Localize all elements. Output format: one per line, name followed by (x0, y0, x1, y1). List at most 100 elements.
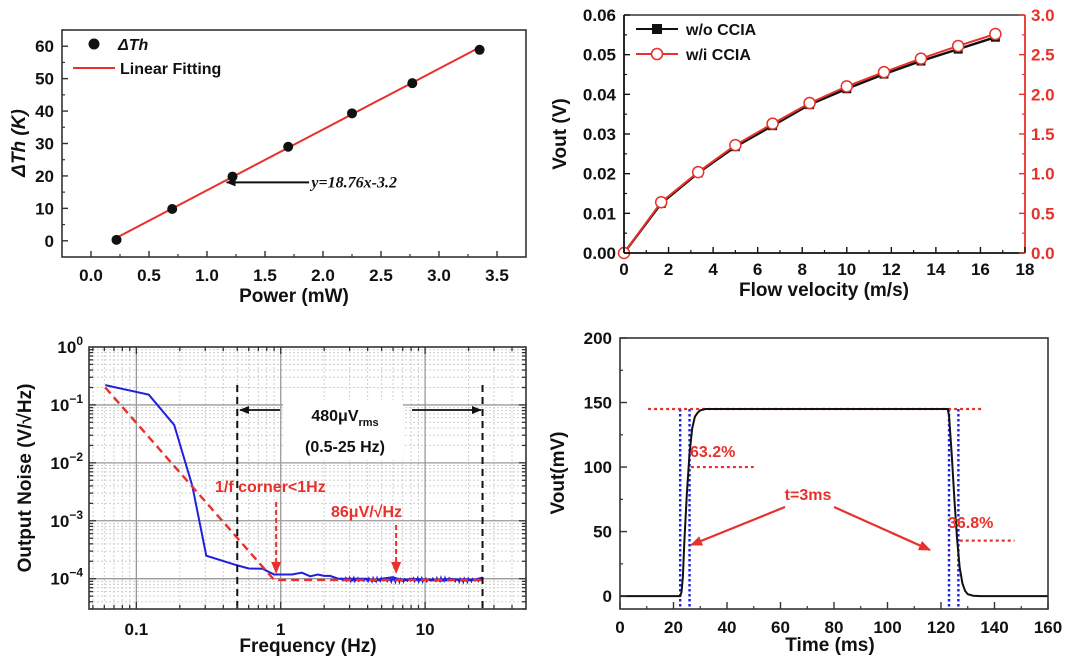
y-tick-label: 20 (35, 167, 54, 186)
y-tick-label: 10−2 (50, 450, 83, 473)
x-tick-label: 100 (873, 618, 901, 637)
x-tick-label: 80 (825, 618, 844, 637)
flow-y-axis-label: Vout (V) (550, 98, 571, 169)
legend-marker-wi-ccia (650, 47, 664, 61)
noise-x-axis-label: Frequency (Hz) (239, 636, 376, 657)
floor-annotation: 86μV/√Hz (331, 504, 402, 521)
y-tick-label: 0.06 (583, 6, 616, 25)
y-right-tick-label: 2.5 (1031, 46, 1055, 65)
rise-arrow (690, 505, 786, 547)
y-tick-base: 10 (50, 570, 69, 589)
x-tick-label: 60 (771, 618, 790, 637)
y-tick-label: 0 (45, 232, 54, 251)
legend-label-wi-ccia: w/i CCIA (685, 47, 751, 64)
series-line-wo-ccia (623, 36, 996, 254)
y-tick-label: 0.04 (583, 85, 617, 104)
y-right-tick-label: 2.0 (1031, 85, 1055, 104)
x-tick-label: 20 (664, 618, 683, 637)
thermal-y-axis-label: ΔTh (K) (9, 109, 30, 178)
corner-annotation: 1/f corner<1Hz (215, 479, 326, 496)
y-tick-label: 100 (57, 334, 83, 357)
x-tick-label: 0 (619, 260, 628, 279)
data-point-wi-ccia (654, 195, 668, 209)
data-point-wi-ccia (914, 52, 928, 65)
x-tick-label: 8 (797, 260, 806, 279)
y-tick-label: 150 (584, 394, 612, 413)
x-tick-label: 16 (971, 260, 990, 279)
data-point (227, 171, 238, 182)
y-tick-exponent: −3 (69, 508, 83, 522)
y-tick-exponent: −2 (69, 450, 83, 464)
response-x-axis-label: Time (ms) (785, 635, 874, 656)
x-tick-label: 40 (718, 618, 737, 637)
x-tick-label: 1.0 (195, 266, 219, 285)
x-tick-label: 0.0 (79, 266, 103, 285)
legend-label-dth: ΔTh (117, 37, 149, 54)
fit-line (116, 46, 481, 239)
x-tick-label: 1 (276, 620, 285, 639)
data-point (111, 234, 122, 245)
time-constant-label: t=3ms (785, 487, 832, 504)
y-tick-label: 0.03 (583, 125, 616, 144)
x-tick-label: 120 (927, 618, 955, 637)
x-tick-label: 18 (1016, 260, 1035, 279)
y-tick-base: 10 (50, 512, 69, 531)
y-right-tick-label: 1.5 (1031, 125, 1055, 144)
y-tick-base: 10 (57, 338, 76, 357)
noise-rms-value: 480μV (311, 408, 358, 425)
legend-marker-wo-ccia (652, 24, 662, 34)
data-point (283, 141, 294, 152)
thermal-x-axis-label: Power (mW) (239, 286, 349, 307)
x-tick-label: 1.5 (253, 266, 277, 285)
flow-x-axis-label: Flow velocity (m/s) (739, 280, 909, 301)
noise-annotation-bg (283, 400, 403, 460)
noise-plot-frame (88, 346, 527, 610)
data-point-wi-ccia (989, 27, 1002, 41)
x-tick-label: 2.5 (369, 266, 393, 285)
x-tick-label: 3.0 (427, 266, 451, 285)
y-right-tick-label: 3.0 (1031, 6, 1055, 25)
fit-equation-label: y=18.76x-3.2 (309, 174, 397, 191)
x-tick-label: 2.0 (311, 266, 335, 285)
legend-marker-dth (88, 38, 100, 50)
y-tick-label: 40 (35, 102, 54, 121)
y-tick-label: 0.00 (583, 244, 616, 263)
x-tick-label: 0.1 (125, 620, 149, 639)
x-tick-label: 0.5 (137, 266, 161, 285)
noise-y-axis-label: Output Noise (V/√Hz) (15, 384, 36, 573)
y-tick-exponent: −1 (69, 392, 83, 406)
y-tick-label: 0.05 (583, 46, 616, 65)
y-tick-label: 10−3 (50, 508, 83, 531)
y-tick-label: 0.01 (583, 204, 616, 223)
y-right-tick-label: 1.0 (1031, 165, 1055, 184)
x-tick-label: 160 (1034, 618, 1062, 637)
y-right-tick-label: 0.0 (1031, 244, 1055, 263)
response-chart: 0 20 40 60 80 100 120 140 160 0 50 100 150 200 Time (… (548, 329, 1062, 656)
flow-chart: 0 2 4 6 8 10 12 14 16 18 0.00 0.01 0.02 0.03 0.04 0.05 0… (550, 6, 1055, 301)
data-point (407, 78, 418, 89)
x-tick-label: 2 (664, 260, 673, 279)
x-tick-label: 10 (837, 260, 856, 279)
y-tick-label: 50 (593, 523, 612, 542)
x-tick-label: 3.5 (485, 266, 509, 285)
y-tick-label: 10 (35, 199, 54, 218)
fall-arrow (833, 505, 931, 552)
x-tick-label: 10 (416, 620, 435, 639)
x-tick-label: 4 (708, 260, 718, 279)
data-point-wi-ccia (803, 96, 816, 110)
y-tick-base: 10 (50, 454, 69, 473)
data-point-wi-ccia (877, 65, 891, 79)
y-tick-base: 10 (50, 396, 69, 415)
data-point-wi-ccia (840, 80, 854, 93)
x-tick-label: 0 (615, 618, 624, 637)
data-point-wi-ccia (766, 117, 779, 130)
legend-label-wo-ccia: w/o CCIA (685, 22, 757, 39)
y-tick-label: 200 (584, 329, 612, 348)
y-tick-label: 10−1 (50, 392, 83, 415)
data-point (347, 108, 357, 119)
x-tick-label: 14 (926, 260, 945, 279)
y-tick-label: 10−4 (50, 566, 83, 589)
rise-percent-label: 63.2% (690, 444, 735, 461)
x-tick-label: 12 (882, 260, 901, 279)
